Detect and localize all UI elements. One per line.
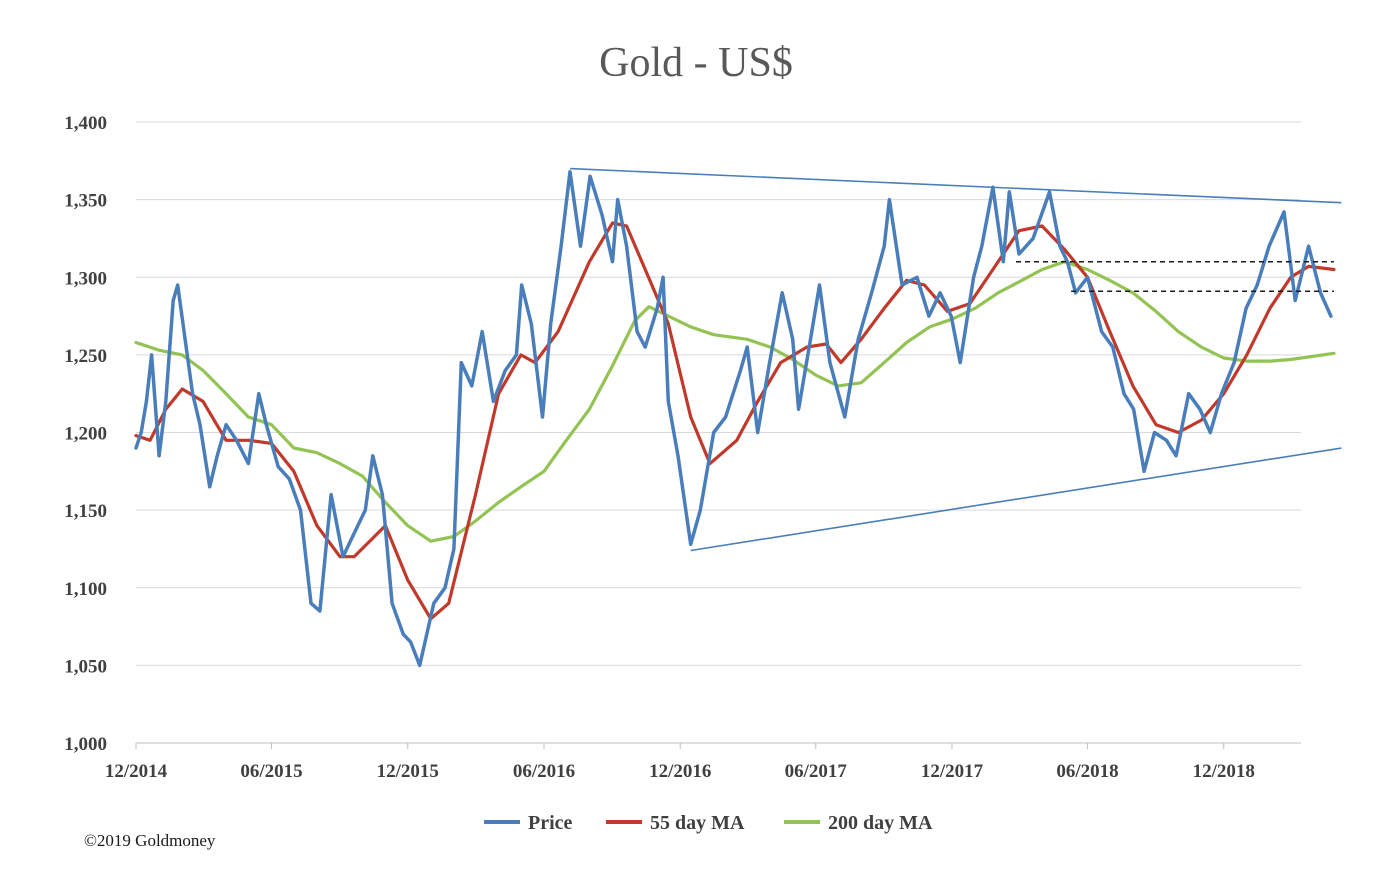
trendlines xyxy=(570,167,1342,552)
x-tick-label: 06/2018 xyxy=(1056,761,1118,782)
legend: Price 55 day MA 200 day MA xyxy=(484,812,933,834)
chart-title: Gold - US$ xyxy=(599,40,793,86)
legend-label-55-day-ma: 55 day MA xyxy=(650,812,745,834)
legend-label-price: Price xyxy=(528,812,573,834)
y-tick-label: 1,000 xyxy=(64,734,107,755)
y-tick-label: 1,350 xyxy=(64,191,107,212)
gridlines xyxy=(136,121,1301,666)
x-tick-label: 12/2016 xyxy=(649,761,711,782)
x-axis-ticks: 12/2014 06/2015 12/2015 06/2016 12/2016 06/20… xyxy=(105,743,1255,782)
y-tick-label: 1,150 xyxy=(64,501,107,522)
legend-item-price: Price xyxy=(484,812,573,834)
legend-item-55-day-ma: 55 day MA xyxy=(606,812,745,834)
series-line-200-day-ma xyxy=(134,260,1336,543)
legend-label-200-day-ma: 200 day MA xyxy=(828,812,933,834)
series-lines xyxy=(134,169,1336,668)
x-tick-label: 06/2017 xyxy=(785,761,848,782)
x-tick-label: 12/2017 xyxy=(921,761,984,782)
x-tick-label: 12/2018 xyxy=(1193,761,1255,782)
series-line-55-day-ma xyxy=(134,221,1336,621)
y-tick-label: 1,250 xyxy=(64,346,107,367)
y-tick-label: 1,050 xyxy=(64,656,107,677)
trendline xyxy=(690,447,1342,552)
y-tick-label: 1,300 xyxy=(64,268,107,289)
x-tick-label: 12/2015 xyxy=(377,761,439,782)
y-tick-label: 1,400 xyxy=(64,113,107,134)
trendline xyxy=(570,167,1342,204)
copyright-text: ©2019 Goldmoney xyxy=(84,831,216,850)
x-tick-label: 06/2015 xyxy=(240,761,302,782)
x-tick-label: 06/2016 xyxy=(513,761,575,782)
x-tick-label: 12/2014 xyxy=(105,761,168,782)
legend-item-200-day-ma: 200 day MA xyxy=(784,812,933,834)
y-tick-label: 1,200 xyxy=(64,424,107,445)
series-line-price xyxy=(134,169,1333,668)
y-tick-label: 1,100 xyxy=(64,579,107,600)
y-axis-ticks: 1,000 1,050 1,100 1,150 1,200 1,250 1,300 1,350… xyxy=(64,113,107,755)
